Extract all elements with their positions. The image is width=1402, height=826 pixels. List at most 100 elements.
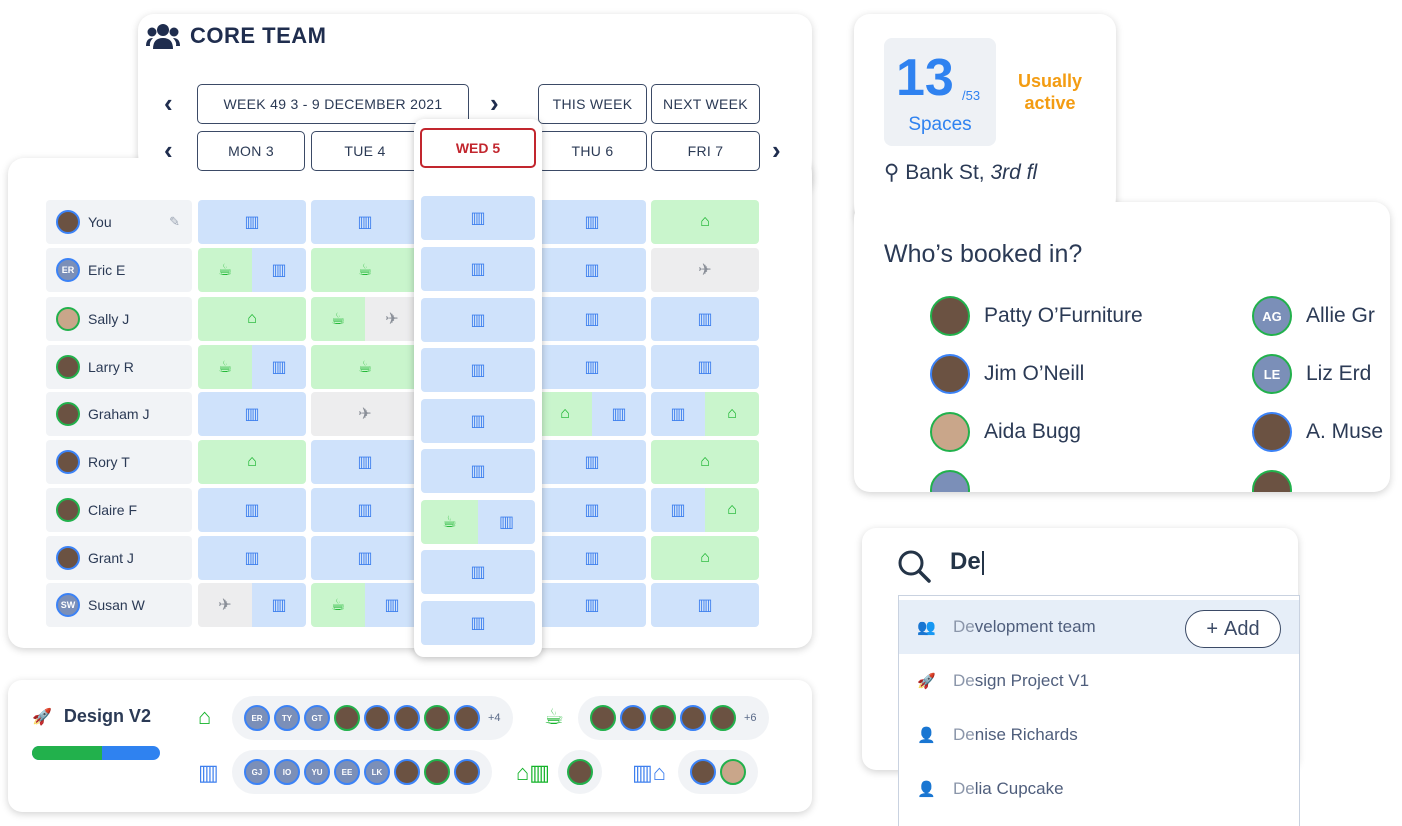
day-mon[interactable]: MON 3 [197,131,305,171]
schedule-cell[interactable]: ✈ ▥ [198,583,306,627]
schedule-cell[interactable]: ▥ [651,583,759,627]
project-name: Design V2 [63,706,151,726]
plane-icon: ✈ [218,597,232,614]
schedule-cell[interactable]: ⌂ [198,440,306,484]
schedule-cell[interactable]: ▥ [538,440,646,484]
schedule-cell-today[interactable]: ▥ [421,550,535,594]
booked-person[interactable]: Aida Bugg [930,412,1081,452]
schedule-cell[interactable]: ▥ [538,345,646,389]
home-attendees[interactable]: ER TY GT +4 [232,696,513,740]
building-icon: ▥ [357,214,373,231]
building-icon: ▥ [470,261,486,278]
person-row[interactable]: Claire F [46,488,192,532]
schedule-cell[interactable]: ▥ [198,536,306,580]
schedule-cell[interactable]: ▥ [311,440,419,484]
schedule-cell-today[interactable]: ▥ [421,601,535,645]
day-tue[interactable]: TUE 4 [311,131,419,171]
person-row[interactable]: ER Eric E [46,248,192,292]
schedule-cell-today[interactable]: ☕ ▥ [421,500,535,544]
schedule-cell[interactable]: ▥ [311,488,419,532]
home-icon: ⌂ [700,549,710,566]
person-row[interactable]: Graham J [46,392,192,436]
schedule-cell[interactable]: ▥ [198,488,306,532]
booked-person[interactable]: Patty O’Furniture [930,296,1143,336]
search-input[interactable]: De [950,548,984,576]
schedule-cell[interactable]: ▥ [198,392,306,436]
schedule-cell[interactable]: ☕ [311,345,419,389]
schedule-cell-today[interactable]: ▥ [421,247,535,291]
schedule-cell[interactable]: ▥ [311,536,419,580]
booked-person[interactable]: AG Allie Gr [1252,296,1375,336]
avatar [424,705,450,731]
schedule-cell[interactable]: ▥ ⌂ [651,488,759,532]
schedule-cell[interactable]: ▥ [538,248,646,292]
schedule-cell[interactable]: ▥ [651,345,759,389]
schedule-cell[interactable]: ☕ ▥ [198,345,306,389]
next-day-chevron-icon[interactable]: › [772,135,781,165]
person-row[interactable]: Rory T [46,440,192,484]
coffee-attendees[interactable]: +6 [578,696,769,740]
edit-pencil-icon[interactable]: ✎ [169,214,180,229]
week-selector[interactable]: WEEK 49 3 - 9 DECEMBER 2021 [197,84,469,124]
match-text: De [953,725,975,744]
prev-week-chevron-icon[interactable]: ‹ [164,88,173,118]
prev-day-chevron-icon[interactable]: ‹ [164,135,173,165]
schedule-cell[interactable]: ▥ [538,583,646,627]
schedule-cell-today[interactable]: ▥ [421,449,535,493]
result-development-team[interactable]: 👥 Development team + Add [899,600,1299,654]
match-text: De [953,617,975,636]
building-icon: ▥ [244,214,260,231]
schedule-cell[interactable]: ▥ [538,200,646,244]
schedule-cell[interactable]: ☕ ▥ [311,583,419,627]
schedule-cell[interactable]: ▥ [311,200,419,244]
schedule-cell-today[interactable]: ▥ [421,348,535,392]
schedule-cell-today[interactable]: ▥ [421,298,535,342]
map-pin-icon: ⚲ [884,161,900,184]
schedule-cell-today[interactable]: ▥ [421,196,535,240]
day-fri[interactable]: FRI 7 [651,131,760,171]
schedule-cell[interactable]: ✈ [651,248,759,292]
avatar [56,355,80,379]
person-row[interactable]: Larry R [46,345,192,389]
schedule-cell[interactable]: ☕ [311,248,419,292]
schedule-cell[interactable]: ▥ [538,488,646,532]
day-thu[interactable]: THU 6 [538,131,647,171]
office-attendees[interactable]: GJ IO YU EE LK [232,750,492,794]
booked-person[interactable]: Jim O’Neill [930,354,1084,394]
home-office-attendees[interactable] [558,750,602,794]
schedule-cell[interactable]: ⌂ [651,440,759,484]
office-home-attendees[interactable] [678,750,758,794]
schedule-cell[interactable]: ▥ [198,200,306,244]
schedule-cell[interactable]: ⌂ [651,200,759,244]
schedule-cell[interactable]: ☕ ✈ [311,297,419,341]
schedule-cell-today[interactable]: ▥ [421,399,535,443]
schedule-cell[interactable]: ▥ [538,536,646,580]
avatar: AG [1252,296,1292,336]
schedule-cell[interactable]: ⌂ [651,536,759,580]
schedule-cell[interactable]: ▥ [651,297,759,341]
next-week-button[interactable]: NEXT WEEK [651,84,760,124]
schedule-cell[interactable]: ⌂ ▥ [538,392,646,436]
add-button[interactable]: + Add [1185,610,1281,648]
result-delia-cupcake[interactable]: 👤 Delia Cupcake [899,762,1299,816]
person-row[interactable]: Grant J [46,536,192,580]
day-wed-today[interactable]: WED 5 [420,128,536,168]
this-week-button[interactable]: THIS WEEK [538,84,647,124]
avatar [56,546,80,570]
booked-person[interactable]: A. Muse [1252,412,1383,452]
schedule-cell[interactable]: ✈ [311,392,419,436]
schedule-cell[interactable]: ▥ ⌂ [651,392,759,436]
person-row[interactable]: Sally J [46,297,192,341]
booked-person[interactable]: LE Liz Erd [1252,354,1371,394]
result-denise-richards[interactable]: 👤 Denise Richards [899,708,1299,762]
person-row-you[interactable]: You ✎ [46,200,192,244]
schedule-cell[interactable]: ⌂ [198,297,306,341]
person-row[interactable]: SW Susan W [46,583,192,627]
person-name: Graham J [88,406,150,422]
schedule-cell[interactable]: ▥ [538,297,646,341]
avatar: LE [1252,354,1292,394]
next-week-chevron-icon[interactable]: › [490,88,499,118]
project-title[interactable]: 🚀 Design V2 [32,706,151,727]
result-design-project[interactable]: 🚀 Design Project V1 [899,654,1299,708]
schedule-cell[interactable]: ☕ ▥ [198,248,306,292]
